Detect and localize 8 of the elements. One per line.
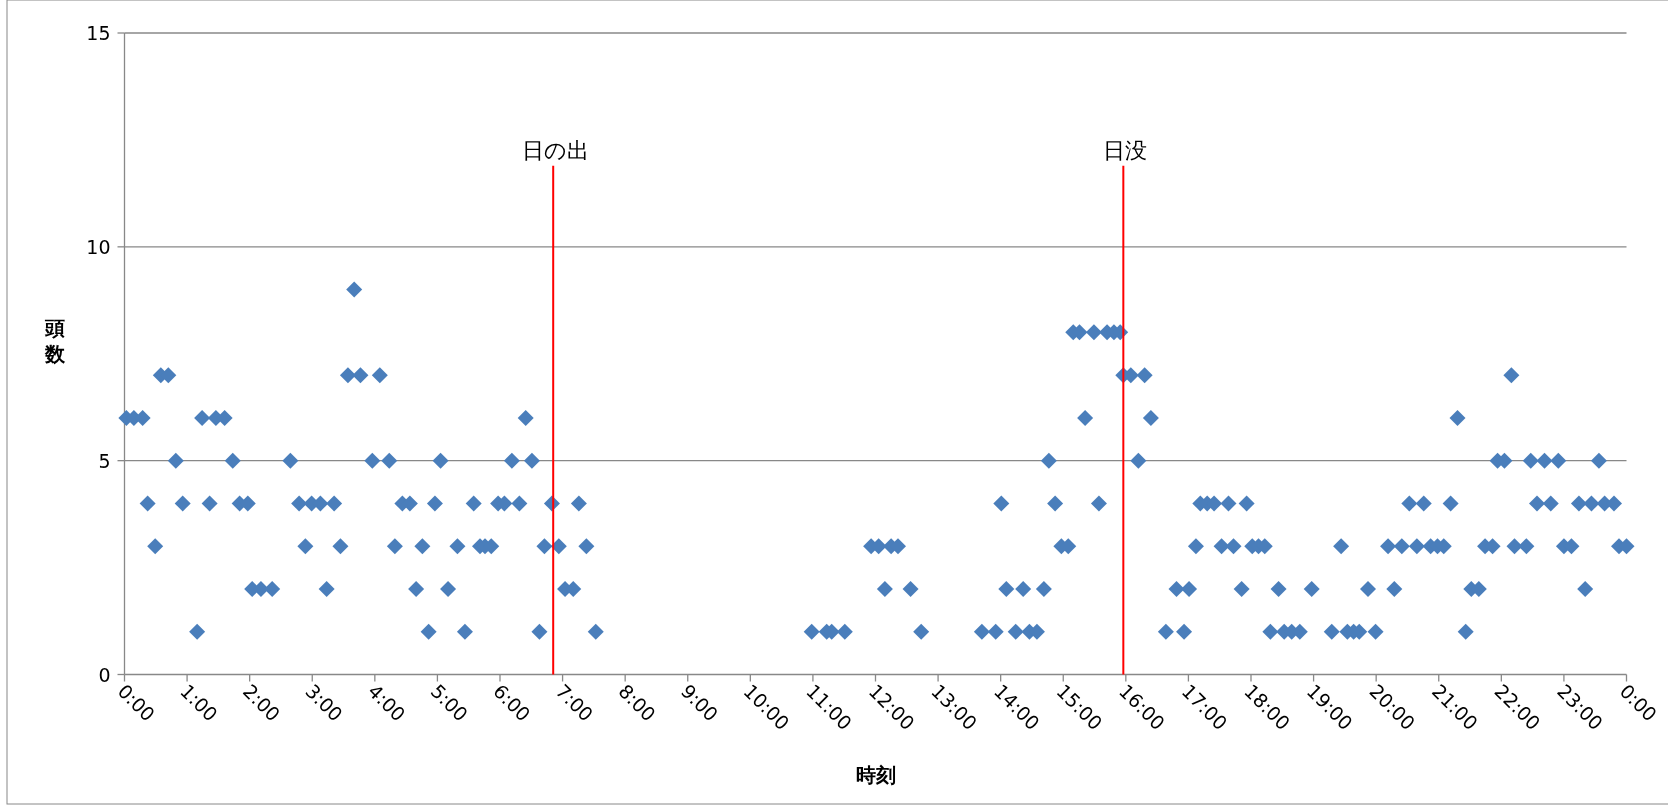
y-tick-label: 0 [98, 663, 111, 686]
ref-line-label: 日没 [1103, 137, 1148, 163]
y-tick-label: 10 [86, 235, 111, 258]
y-tick-label: 5 [98, 449, 111, 472]
y-tick-label: 15 [86, 22, 111, 44]
x-axis-title: 時刻 [855, 763, 896, 787]
ref-line-label: 日の出 [521, 137, 589, 163]
y-axis-title: 頭数 [44, 316, 66, 366]
